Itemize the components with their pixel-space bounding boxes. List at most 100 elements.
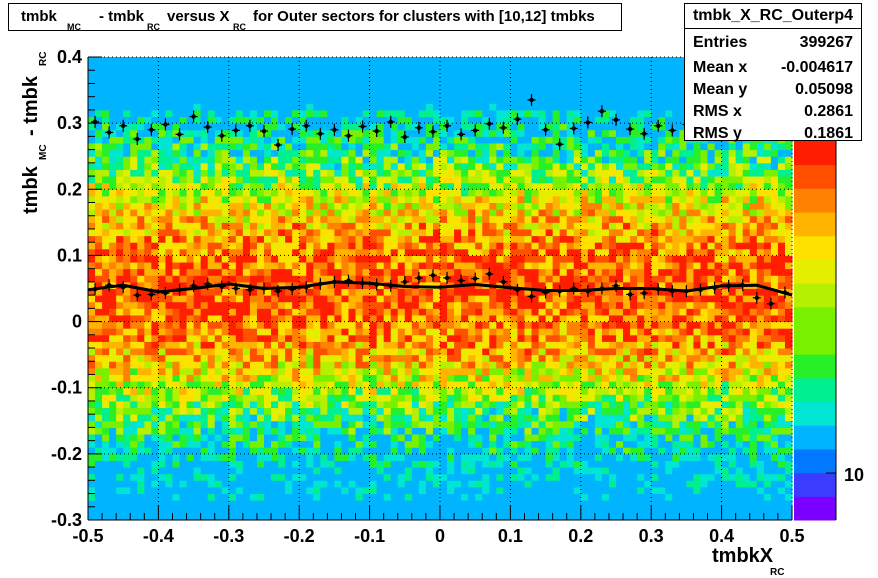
heatmap-cell bbox=[327, 314, 335, 323]
heatmap-cell bbox=[214, 420, 223, 428]
heatmap-cell bbox=[411, 255, 420, 263]
heatmap-cell bbox=[784, 361, 793, 369]
heatmap-cell bbox=[454, 228, 462, 237]
heatmap-cell bbox=[524, 255, 533, 263]
heatmap-cell bbox=[207, 268, 216, 276]
heatmap-cell bbox=[432, 506, 441, 514]
heatmap-cell bbox=[158, 235, 166, 243]
heatmap-cell bbox=[306, 295, 314, 303]
heatmap-cell bbox=[214, 295, 223, 303]
heatmap-cell bbox=[425, 420, 434, 428]
heatmap-cell bbox=[278, 308, 286, 316]
heatmap-cell bbox=[95, 341, 103, 349]
heatmap-cell bbox=[102, 394, 110, 402]
heatmap-cell bbox=[130, 301, 138, 309]
heatmap-cell bbox=[566, 248, 575, 256]
heatmap-cell bbox=[665, 440, 673, 448]
heatmap-cell bbox=[637, 381, 645, 389]
heatmap-cell bbox=[693, 275, 701, 283]
heatmap-cell bbox=[637, 308, 645, 316]
heatmap-cell bbox=[165, 400, 173, 409]
heatmap-cell bbox=[151, 427, 159, 435]
heatmap-cell bbox=[179, 394, 188, 402]
heatmap-cell bbox=[587, 407, 596, 415]
heatmap-cell bbox=[207, 288, 216, 296]
heatmap-cell bbox=[116, 301, 124, 309]
heatmap-cell bbox=[644, 262, 652, 270]
heatmap-cell bbox=[130, 308, 138, 316]
heatmap-cell bbox=[644, 387, 652, 395]
heatmap-cell bbox=[165, 195, 173, 204]
heatmap-cell bbox=[637, 473, 645, 481]
heatmap-cell bbox=[728, 427, 737, 435]
heatmap-cell bbox=[552, 354, 561, 362]
heatmap-cell bbox=[271, 394, 279, 402]
heatmap-cell bbox=[531, 255, 540, 263]
heatmap-cell bbox=[672, 222, 680, 230]
heatmap-cell bbox=[137, 440, 145, 448]
heatmap-cell bbox=[489, 228, 497, 237]
heatmap-cell bbox=[623, 215, 631, 223]
heatmap-cell bbox=[742, 321, 751, 329]
heatmap-cell bbox=[404, 341, 413, 349]
heatmap-cell bbox=[714, 209, 723, 217]
heatmap-cell bbox=[770, 275, 779, 283]
heatmap-cell bbox=[531, 447, 540, 455]
heatmap-cell bbox=[468, 348, 476, 356]
heatmap-cell bbox=[489, 394, 497, 402]
heatmap-cell bbox=[158, 222, 166, 230]
heatmap-cell bbox=[651, 467, 659, 475]
heatmap-cell bbox=[249, 215, 258, 223]
heatmap-cell bbox=[271, 513, 279, 521]
heatmap-cell bbox=[362, 348, 371, 356]
heatmap-cell bbox=[693, 460, 701, 468]
heatmap-cell bbox=[756, 242, 765, 250]
heatmap-cell bbox=[411, 228, 420, 237]
heatmap-cell bbox=[109, 367, 117, 375]
heatmap-cell bbox=[355, 500, 364, 508]
heatmap-cell bbox=[475, 341, 483, 349]
heatmap-cell bbox=[313, 506, 321, 514]
heatmap-cell bbox=[707, 328, 716, 336]
heatmap-cell bbox=[320, 262, 328, 270]
heatmap-cell bbox=[608, 493, 617, 501]
heatmap-cell bbox=[130, 473, 138, 481]
heatmap-cell bbox=[594, 367, 603, 375]
heatmap-cell bbox=[538, 387, 547, 395]
heatmap-cell bbox=[362, 195, 371, 204]
heatmap-cell bbox=[249, 506, 258, 514]
heatmap-cell bbox=[341, 321, 349, 329]
heatmap-cell bbox=[644, 467, 652, 475]
heatmap-cell bbox=[531, 334, 540, 342]
heatmap-cell bbox=[721, 301, 730, 309]
heatmap-cell bbox=[418, 295, 427, 303]
heatmap-cell bbox=[524, 328, 533, 336]
heatmap-cell bbox=[425, 275, 434, 283]
heatmap-cell bbox=[390, 248, 399, 256]
heatmap-cell bbox=[186, 400, 195, 409]
heatmap-cell bbox=[95, 453, 103, 461]
heatmap-cell bbox=[404, 381, 413, 389]
heatmap-cell bbox=[686, 414, 694, 422]
heatmap-cell bbox=[637, 440, 645, 448]
heatmap-cell bbox=[742, 202, 751, 210]
heatmap-cell bbox=[158, 500, 166, 508]
heatmap-cell bbox=[538, 453, 547, 461]
heatmap-cell bbox=[123, 215, 131, 223]
heatmap-cell bbox=[165, 493, 173, 501]
heatmap-cell bbox=[130, 414, 138, 422]
heatmap-cell bbox=[425, 400, 434, 409]
heatmap-cell bbox=[207, 235, 216, 243]
heatmap-cell bbox=[95, 195, 103, 204]
heatmap-cell bbox=[573, 434, 582, 442]
heatmap-cell bbox=[109, 348, 117, 356]
heatmap-cell bbox=[411, 202, 420, 210]
heatmap-cell bbox=[573, 354, 582, 362]
heatmap-cell bbox=[580, 215, 589, 223]
heatmap-cell bbox=[193, 480, 202, 488]
heatmap-cell bbox=[200, 434, 209, 442]
heatmap-cell bbox=[207, 228, 216, 237]
heatmap-cell bbox=[503, 374, 511, 382]
heatmap-cell bbox=[538, 328, 547, 336]
heatmap-cell bbox=[109, 334, 117, 342]
